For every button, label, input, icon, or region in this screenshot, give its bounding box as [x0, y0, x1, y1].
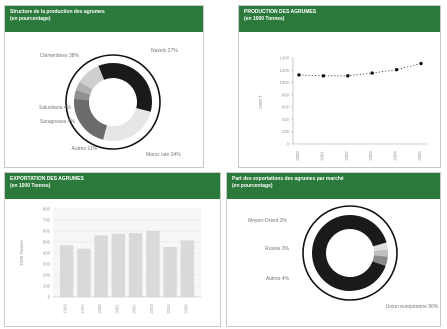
data-point [370, 71, 374, 75]
y-tick-label: 800 [282, 92, 290, 97]
slice-label: Salustiana 4% [39, 105, 72, 111]
x-tick-label: 2002 [132, 304, 137, 314]
y-tick-label: 100 [43, 284, 51, 289]
panel-subtitle: (en 1000 Tonnes) [244, 15, 285, 22]
exports-bar-chart: 0 100 200 300 400 500 600 700 800 1000 Tonnes 1998… [19, 207, 201, 314]
production-line-chart: 0 200 400 600 800 1000 1200 1400 1000 T 2000 2001 2… [258, 56, 427, 161]
bar [77, 248, 91, 297]
slice-label: Autres 4% [266, 276, 290, 282]
y-tick-label: 0 [287, 142, 290, 147]
x-tick-label: 2000 [295, 151, 300, 161]
panel-export-markets: Part des exportations des agrumes par ma… [226, 172, 441, 327]
y-axis-label: 1000 Tonnes [19, 239, 24, 265]
slice-label: Moyen-Orient 3% [248, 218, 287, 224]
donut-slice [79, 65, 105, 90]
donut-outer-ring [302, 205, 398, 301]
y-axis-label: 1000 T [258, 95, 263, 109]
y-tick-label: 400 [43, 251, 51, 256]
production-structure-donut: Clémentines 38% Navels 27% Maroc late 24% S… [39, 48, 181, 158]
bar [94, 235, 108, 297]
bar [111, 233, 126, 297]
donut-slice [74, 89, 91, 101]
panel-header: EXPORTATION DES AGRUMES (en 1000 Tonnes) [5, 173, 220, 199]
panel-production-structure: Structure de la production des agrumes (… [4, 5, 204, 168]
x-tick-label: 2001 [114, 304, 119, 314]
x-tick-label: 1999 [80, 304, 85, 314]
bar [163, 246, 177, 297]
panel-exports: EXPORTATION DES AGRUMES (en 1000 Tonnes)… [4, 172, 221, 327]
y-tick-label: 1000 [279, 80, 289, 85]
y-tick-label: 700 [43, 218, 51, 223]
bar [128, 233, 143, 297]
y-tick-label: 0 [48, 295, 51, 300]
panel-subtitle: (en 1000 Tonnes) [10, 182, 51, 189]
x-tick-label: 2004 [166, 304, 171, 314]
bar [180, 240, 195, 297]
bar [59, 245, 74, 297]
panel-production: PRODUCTION DES AGRUMES (en 1000 Tonnes) … [238, 5, 441, 168]
x-tick-label: 2003 [368, 151, 373, 161]
x-tick-label: 2005 [417, 151, 422, 161]
panel-title: Structure de la production des agrumes [10, 9, 105, 15]
data-point [394, 67, 399, 72]
donut-outer-ring [65, 54, 161, 150]
donut-slice [74, 98, 108, 140]
series-line [298, 63, 422, 77]
panel-header: Part des exportations des agrumes par ma… [227, 173, 440, 199]
data-point [346, 74, 350, 78]
donut-slice [98, 63, 152, 112]
slice-label: Autres 11% [72, 146, 98, 152]
y-tick-label: 200 [43, 273, 51, 278]
panel-header: PRODUCTION DES AGRUMES (en 1000 Tonnes) [239, 6, 440, 32]
y-tick-label: 400 [282, 117, 290, 122]
x-tick-label: 2005 [183, 304, 188, 314]
donut-slice [312, 215, 387, 291]
slice-label: Saragosses 4% [40, 119, 76, 125]
donut-slice [103, 107, 151, 141]
slice-label: Russie 3% [265, 246, 289, 252]
y-tick-label: 600 [43, 229, 51, 234]
panel-title: PRODUCTION DES AGRUMES [244, 9, 317, 15]
slice-label: Clémentines 38% [40, 53, 80, 59]
panel-header: Structure de la production des agrumes (… [5, 6, 203, 32]
x-tick-label: 2002 [344, 151, 349, 161]
x-tick-label: 2004 [393, 151, 398, 161]
x-tick-label: 2000 [97, 304, 102, 314]
y-tick-label: 800 [43, 207, 51, 212]
y-tick-label: 1400 [279, 56, 289, 61]
x-tick-label: 2003 [149, 304, 154, 314]
bar [146, 231, 160, 297]
data-point [297, 73, 301, 77]
y-tick-label: 500 [43, 240, 51, 245]
donut-slice [372, 255, 388, 266]
panel-subtitle: (en pourcentage) [232, 182, 273, 189]
y-tick-label: 600 [282, 105, 290, 110]
panel-subtitle: (en pourcentage) [10, 15, 51, 22]
export-markets-donut: Union européenne 90% Russie 3% Moyen-Orien… [248, 205, 439, 310]
data-point [321, 74, 326, 78]
panel-title: Part des exportations des agrumes par ma… [232, 176, 344, 182]
y-tick-label: 300 [43, 262, 51, 267]
panel-title: EXPORTATION DES AGRUMES [10, 176, 84, 182]
slice-label: Union européenne 90% [386, 304, 439, 310]
x-tick-label: 1998 [63, 304, 68, 314]
donut-slice [75, 81, 93, 95]
slice-label: Maroc late 24% [146, 152, 181, 158]
slice-label: Navels 27% [151, 48, 178, 54]
y-tick-label: 1200 [279, 68, 289, 73]
donut-slice [373, 242, 388, 251]
x-tick-label: 2001 [319, 151, 324, 161]
data-point [419, 61, 423, 66]
y-tick-label: 200 [282, 129, 290, 134]
